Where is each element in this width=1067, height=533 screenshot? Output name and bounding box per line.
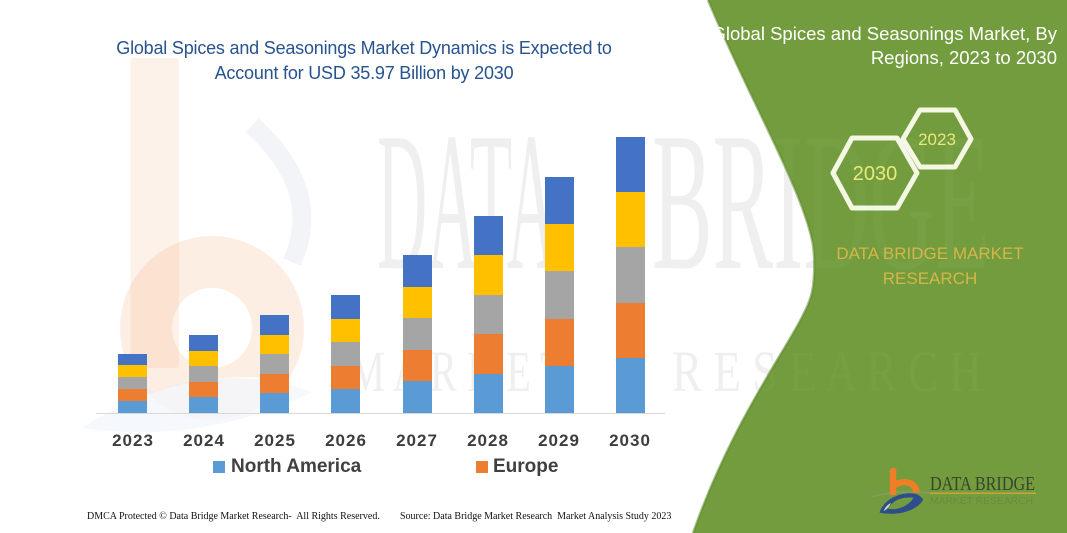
svg-text:M A R K E T: M A R K E T (349, 339, 565, 404)
svg-text:2030: 2030 (853, 163, 898, 185)
svg-text:MARKET RESEARCH: MARKET RESEARCH (930, 496, 1033, 507)
svg-text:DATA BRIDGE: DATA BRIDGE (930, 473, 1035, 495)
svg-text:2023: 2023 (918, 130, 956, 149)
